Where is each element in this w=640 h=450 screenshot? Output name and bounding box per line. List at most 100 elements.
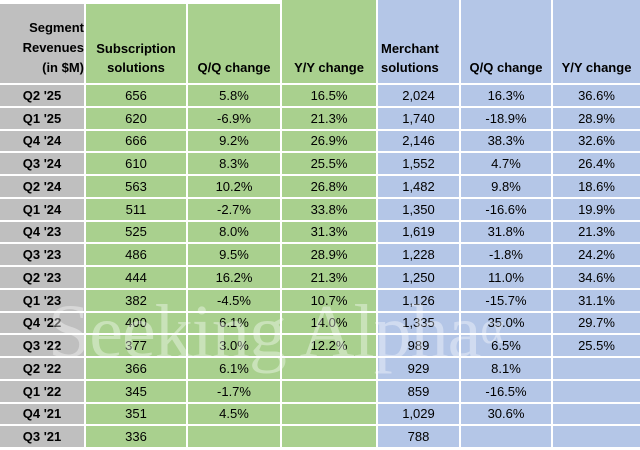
subscription-value-cell: 610 (86, 153, 186, 174)
row-label-cell: Q1 '25 (0, 107, 84, 129)
merchant-qq-cell: 31.8% (461, 221, 551, 243)
subscription-value-cell: 444 (86, 267, 186, 288)
merchant-yy-cell: 19.9% (553, 198, 640, 220)
merchant-yy-cell: 21.3% (553, 221, 640, 243)
subscription-yy-cell: 26.9% (282, 130, 376, 152)
merchant-qq-cell: 38.3% (461, 130, 551, 152)
subscription-value-cell: 620 (86, 107, 186, 129)
subscription-yy-cell: 12.2% (282, 335, 376, 356)
merchant-qq-cell: -16.5% (461, 380, 551, 402)
merchant-value-cell: 929 (378, 358, 459, 379)
merchant-qq-cell: 16.3% (461, 85, 551, 106)
corner-line-1: Segment (29, 19, 84, 35)
subscription-value-cell: 666 (86, 130, 186, 152)
header-merchant-qq-change: Q/Q change (461, 0, 551, 83)
row-label-cell: Q3 '24 (0, 153, 84, 174)
merchant-yy-cell (553, 380, 640, 402)
subscription-value-cell: 486 (86, 244, 186, 265)
subscription-yy-cell (282, 380, 376, 402)
merchant-qq-cell: -15.7% (461, 289, 551, 311)
subscription-yy-cell: 26.8% (282, 176, 376, 197)
merchant-qq-cell: 11.0% (461, 267, 551, 288)
row-label-cell: Q1 '24 (0, 198, 84, 220)
subscription-yy-cell (282, 403, 376, 425)
subscription-yy-cell: 21.3% (282, 267, 376, 288)
subscription-yy-cell: 16.5% (282, 85, 376, 106)
merchant-yy-cell: 28.9% (553, 107, 640, 129)
subscription-value-cell: 345 (86, 380, 186, 402)
merchant-qq-cell: 8.1% (461, 358, 551, 379)
subscription-qq-cell: 6.1% (188, 358, 280, 379)
merchant-yy-cell: 29.7% (553, 312, 640, 334)
row-label-cell: Q2 '25 (0, 85, 84, 106)
merchant-value-cell: 1,350 (378, 198, 459, 220)
subscription-qq-cell: 10.2% (188, 176, 280, 197)
merchant-qq-cell: 4.7% (461, 153, 551, 174)
subscription-qq-cell: 3.0% (188, 335, 280, 356)
header-merchant-solutions: Merchant solutions (378, 0, 459, 83)
merchant-qq-cell: -1.8% (461, 244, 551, 265)
merchant-yy-cell: 32.6% (553, 130, 640, 152)
subscription-yy-cell: 28.9% (282, 244, 376, 265)
subscription-yy-cell: 21.3% (282, 107, 376, 129)
subscription-yy-cell: 33.8% (282, 198, 376, 220)
merchant-yy-cell: 24.2% (553, 244, 640, 265)
row-label-cell: Q2 '23 (0, 267, 84, 288)
merchant-yy-cell: 36.6% (553, 85, 640, 106)
corner-header-cell: Segment Revenues (in $M) (0, 0, 84, 83)
subscription-yy-cell: 31.3% (282, 221, 376, 243)
merchant-value-cell: 1,619 (378, 221, 459, 243)
corner-line-2: Revenues (22, 39, 84, 55)
subscription-yy-cell (282, 426, 376, 447)
row-label-cell: Q2 '24 (0, 176, 84, 197)
row-label-cell: Q4 '23 (0, 221, 84, 243)
corner-line-3: (in $M) (42, 59, 84, 75)
merchant-yy-cell: 31.1% (553, 289, 640, 311)
subscription-qq-cell: 8.0% (188, 221, 280, 243)
header-merchant-yy-change: Y/Y change (553, 0, 640, 83)
row-label-cell: Q3 '23 (0, 244, 84, 265)
subscription-qq-cell (188, 426, 280, 447)
subscription-yy-cell: 10.7% (282, 289, 376, 311)
subscription-value-cell: 563 (86, 176, 186, 197)
merchant-qq-cell: -18.9% (461, 107, 551, 129)
merchant-value-cell: 2,024 (378, 85, 459, 106)
header-subscription-yy-change: Y/Y change (282, 0, 376, 83)
merchant-yy-cell: 25.5% (553, 335, 640, 356)
merchant-qq-cell: 30.6% (461, 403, 551, 425)
merchant-yy-cell: 34.6% (553, 267, 640, 288)
subscription-value-cell: 525 (86, 221, 186, 243)
merchant-yy-cell: 18.6% (553, 176, 640, 197)
header-subscription-solutions: Subscription solutions (86, 0, 186, 83)
merchant-value-cell: 1,029 (378, 403, 459, 425)
subscription-value-cell: 382 (86, 289, 186, 311)
row-label-cell: Q4 '24 (0, 130, 84, 152)
merchant-yy-cell (553, 403, 640, 425)
merchant-value-cell: 788 (378, 426, 459, 447)
subscription-value-cell: 656 (86, 85, 186, 106)
subscription-yy-cell (282, 358, 376, 379)
merchant-value-cell: 1,552 (378, 153, 459, 174)
subscription-qq-cell: -4.5% (188, 289, 280, 311)
merchant-qq-cell (461, 426, 551, 447)
subscription-qq-cell: 16.2% (188, 267, 280, 288)
subscription-value-cell: 400 (86, 312, 186, 334)
merchant-qq-cell: 6.5% (461, 335, 551, 356)
row-label-cell: Q2 '22 (0, 358, 84, 379)
merchant-yy-cell (553, 426, 640, 447)
top-crop-sliver (0, 0, 282, 4)
subscription-value-cell: 377 (86, 335, 186, 356)
row-label-cell: Q4 '21 (0, 403, 84, 425)
merchant-value-cell: 1,482 (378, 176, 459, 197)
merchant-value-cell: 989 (378, 335, 459, 356)
merchant-value-cell: 1,740 (378, 107, 459, 129)
subscription-qq-cell: -6.9% (188, 107, 280, 129)
row-label-cell: Q1 '22 (0, 380, 84, 402)
subscription-value-cell: 511 (86, 198, 186, 220)
subscription-value-cell: 336 (86, 426, 186, 447)
row-label-cell: Q1 '23 (0, 289, 84, 311)
row-label-cell: Q4 '22 (0, 312, 84, 334)
row-label-cell: Q3 '21 (0, 426, 84, 447)
